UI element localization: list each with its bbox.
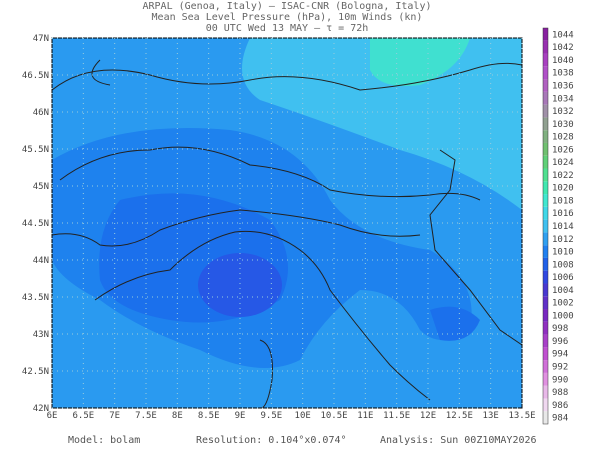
lat-label: 46.5N xyxy=(22,71,49,81)
colorbar-swatch xyxy=(543,257,548,271)
lat-label: 42N xyxy=(33,404,49,414)
colorbar-swatch xyxy=(543,411,548,424)
colorbar-label: 1038 xyxy=(552,69,574,79)
colorbar-label: 1004 xyxy=(552,286,574,296)
lon-label: 7E xyxy=(109,411,120,421)
colorbar-label: 996 xyxy=(552,337,568,347)
colorbar-swatch xyxy=(543,219,548,233)
colorbar-label: 1018 xyxy=(552,196,574,206)
colorbar-swatch xyxy=(543,130,548,143)
colorbar-swatch xyxy=(543,245,548,258)
lat-label: 43.5N xyxy=(22,293,49,303)
colorbar-swatch xyxy=(543,296,548,310)
lon-label: 10E xyxy=(295,411,311,421)
lon-label: 13E xyxy=(483,411,499,421)
colorbar-label: 1014 xyxy=(552,222,574,232)
lat-label: 47N xyxy=(33,34,49,44)
colorbar-label: 1006 xyxy=(552,273,574,283)
colorbar-label: 1016 xyxy=(552,209,574,219)
lat-label: 46N xyxy=(33,108,49,118)
colorbar-label: 990 xyxy=(552,375,568,385)
colorbar-label: 1028 xyxy=(552,133,574,143)
colorbar-frame xyxy=(542,27,549,425)
header-line: Mean Sea Level Pressure (hPa), 10m Winds… xyxy=(152,12,423,23)
lon-label: 8.5E xyxy=(198,411,220,421)
lon-label: 9.5E xyxy=(260,411,282,421)
colorbar-label: 1044 xyxy=(552,30,574,40)
colorbar-label: 986 xyxy=(552,401,568,411)
lon-label: 10.5E xyxy=(320,411,347,421)
lat-label: 44N xyxy=(33,256,49,266)
colorbar-swatch xyxy=(543,142,548,156)
colorbar-swatch xyxy=(543,104,548,118)
lon-label: 6E xyxy=(47,411,58,421)
lon-label: 7.5E xyxy=(135,411,157,421)
lat-label: 44.5N xyxy=(22,219,49,229)
footer-analysis: Analysis: Sun 00Z10MAY2026 xyxy=(380,435,537,446)
footer-resolution: Resolution: 0.104°x0.074° xyxy=(196,435,347,446)
colorbar-swatch xyxy=(543,53,548,67)
colorbar-label: 1012 xyxy=(552,235,574,245)
colorbar-label: 992 xyxy=(552,363,568,373)
colorbar-swatch xyxy=(543,398,548,412)
lat-label: 42.5N xyxy=(22,367,49,377)
colorbar-swatch xyxy=(543,66,548,80)
lon-label: 6.5E xyxy=(72,411,94,421)
colorbar-label: 984 xyxy=(552,414,568,424)
colorbar-swatch xyxy=(543,309,548,322)
lon-label: 12.5E xyxy=(446,411,473,421)
colorbar-label: 1042 xyxy=(552,43,574,53)
colorbar-swatch xyxy=(543,91,548,105)
colorbar-label: 1034 xyxy=(552,94,574,104)
colorbar-swatch xyxy=(543,155,548,169)
colorbar-swatch xyxy=(543,206,548,220)
lon-label: 12E xyxy=(420,411,436,421)
colorbar-label: 988 xyxy=(552,388,568,398)
colorbar-swatch xyxy=(543,360,548,373)
lon-label: 9E xyxy=(235,411,246,421)
colorbar-swatch xyxy=(543,117,548,131)
colorbar-swatch xyxy=(543,321,548,335)
colorbar-label: 1032 xyxy=(552,107,574,117)
colorbar-label: 1008 xyxy=(552,260,574,270)
colorbar-label: 998 xyxy=(552,324,568,334)
colorbar-label: 1030 xyxy=(552,120,574,130)
colorbar-swatch xyxy=(543,347,548,361)
colorbar-swatch xyxy=(543,181,548,195)
lon-label: 11.5E xyxy=(383,411,410,421)
colorbar-swatch xyxy=(543,168,548,182)
footer-model: Model: bolam xyxy=(68,435,140,446)
colorbar-swatch xyxy=(543,28,548,41)
pressure-field xyxy=(52,38,522,408)
lon-label: 8E xyxy=(172,411,183,421)
colorbar-swatch xyxy=(543,270,548,284)
colorbar-swatch xyxy=(543,334,548,348)
lon-label: 11E xyxy=(357,411,373,421)
header-line: ARPAL (Genoa, Italy) – ISAC-CNR (Bologna… xyxy=(143,1,432,12)
colorbar-label: 1000 xyxy=(552,311,574,321)
colorbar-swatch xyxy=(543,194,548,207)
colorbar-label: 1010 xyxy=(552,248,574,258)
colorbar-label: 1020 xyxy=(552,184,574,194)
colorbar-swatch xyxy=(543,385,548,399)
lon-label: 13.5E xyxy=(508,411,535,421)
lat-label: 45.5N xyxy=(22,145,49,155)
colorbar-swatch xyxy=(543,79,548,92)
colorbar-label: 1022 xyxy=(552,171,574,181)
lat-label: 45N xyxy=(33,182,49,192)
header-line: 00 UTC Wed 13 MAY – τ = 72h xyxy=(206,23,369,34)
colorbar-label: 1026 xyxy=(552,145,574,155)
colorbar-label: 1024 xyxy=(552,158,574,168)
colorbar-label: 1040 xyxy=(552,56,574,66)
colorbar-label: 994 xyxy=(552,350,568,360)
colorbar-swatch xyxy=(543,40,548,54)
colorbar-label: 1036 xyxy=(552,81,574,91)
colorbar-label: 1002 xyxy=(552,299,574,309)
colorbar-swatch xyxy=(543,372,548,386)
lat-label: 43N xyxy=(33,330,49,340)
colorbar-swatch xyxy=(543,232,548,246)
colorbar-swatch xyxy=(543,283,548,297)
